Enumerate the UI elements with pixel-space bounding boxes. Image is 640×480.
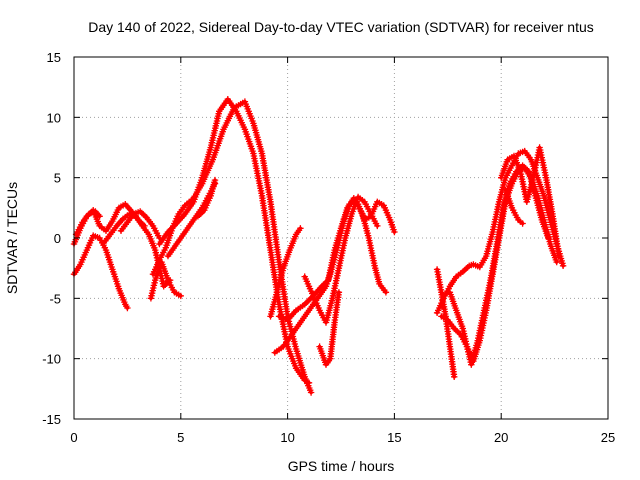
- series-markers: [446, 162, 552, 368]
- series-arc-20: [498, 144, 563, 260]
- series-arc-5: [117, 208, 163, 242]
- series-arc-21: [502, 186, 526, 227]
- y-tick-label: 15: [47, 50, 61, 65]
- axes: 0 5 10 15 20 25 -15 -10 -5 0 5 10 15: [42, 50, 615, 445]
- y-tick-label: -5: [49, 291, 61, 306]
- series-markers: [498, 144, 563, 260]
- series-markers: [316, 289, 343, 368]
- y-tick-label: 5: [54, 171, 61, 186]
- x-tick-label: 25: [601, 430, 615, 445]
- series-markers: [502, 186, 526, 227]
- series-markers: [147, 258, 184, 302]
- data-series: [70, 96, 567, 396]
- x-tick-label: 10: [280, 430, 294, 445]
- y-axis-label: SDTVAR / TECUs: [4, 182, 20, 294]
- x-axis-label: GPS time / hours: [288, 458, 395, 474]
- series-markers: [70, 232, 131, 312]
- y-tick-label: 0: [54, 231, 61, 246]
- series-arc-14: [301, 193, 381, 326]
- y-tick-label: 10: [47, 110, 61, 125]
- x-tick-label: 0: [70, 430, 77, 445]
- x-tick-label: 20: [494, 430, 508, 445]
- series-markers: [301, 193, 381, 326]
- series-arc-6: [147, 258, 184, 302]
- series-arc-11: [267, 225, 304, 320]
- y-tick-label: -15: [42, 412, 61, 427]
- series-arc-10: [194, 176, 219, 220]
- series-markers: [194, 176, 219, 220]
- series-arc-15: [316, 289, 343, 368]
- y-tick-label: -10: [42, 352, 61, 367]
- series-markers: [271, 198, 390, 356]
- series-markers: [267, 225, 304, 320]
- chart-title: Day 140 of 2022, Sidereal Day-to-day VTE…: [88, 19, 594, 35]
- series-markers: [117, 208, 163, 242]
- x-tick-label: 15: [387, 430, 401, 445]
- series-markers: [72, 208, 103, 238]
- x-tick-label: 5: [177, 430, 184, 445]
- series-arc-13: [271, 198, 390, 356]
- series-arc-1: [70, 232, 131, 312]
- series-arc-3: [72, 208, 103, 238]
